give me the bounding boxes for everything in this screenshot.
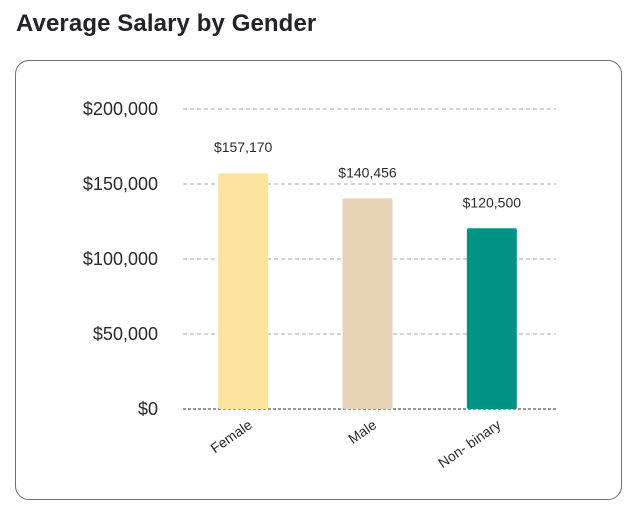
data-label: $120,500 [463,194,522,210]
y-tick-label: $0 [138,399,158,419]
data-label: $140,456 [338,164,397,180]
x-tick-label: Female [207,416,255,456]
bar-male [342,198,393,409]
y-tick-label: $150,000 [83,174,158,194]
y-tick-label: $200,000 [83,99,158,119]
page-title: Average Salary by Gender [16,10,317,37]
y-tick-label: $100,000 [83,249,158,269]
bar-non-binary [466,228,517,409]
chart-card [15,60,622,500]
x-tick-label: Male [345,416,379,447]
x-tick-label: Non- binary [435,416,503,471]
bar-female [218,173,269,409]
y-tick-label: $50,000 [93,324,158,344]
data-label: $157,170 [214,139,273,155]
